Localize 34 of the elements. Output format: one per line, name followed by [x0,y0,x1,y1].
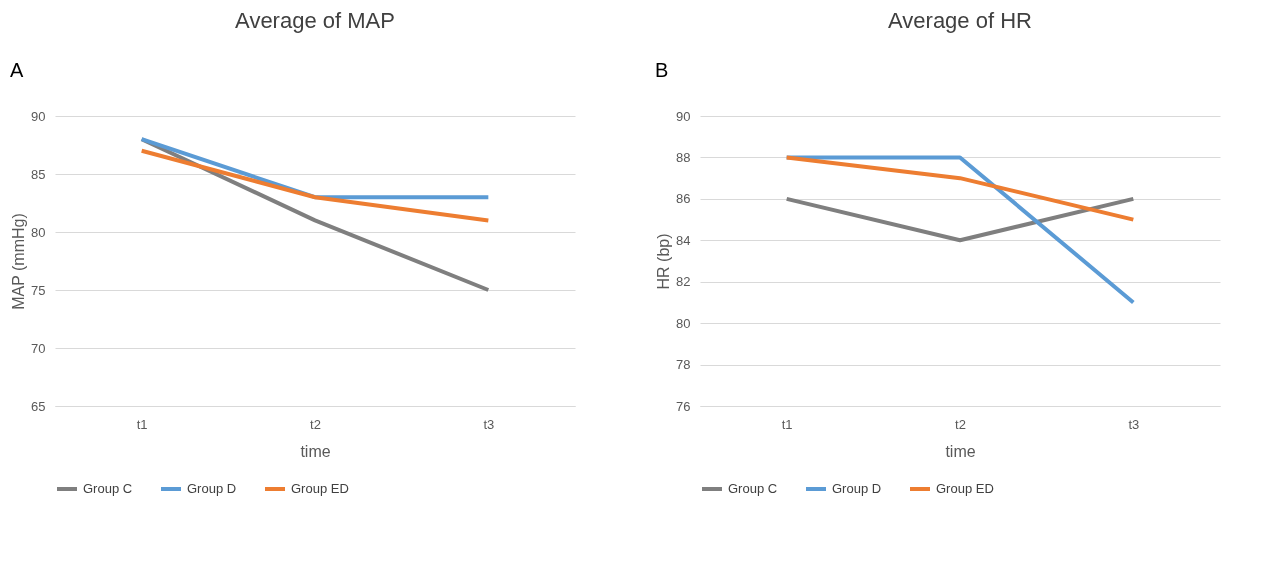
y-tick-label: 84 [676,232,691,248]
chart-title: Average of MAP [235,8,395,33]
y-axis-title: MAP (mmHg) [10,213,28,310]
chart-title: Average of HR [888,8,1032,33]
legend-label: Group D [187,481,237,496]
x-axis-title: time [945,442,976,460]
y-tick-label: 70 [31,340,46,356]
y-tick-label: 75 [31,282,46,298]
legend-label: Group D [832,481,882,496]
y-tick-label: 76 [676,398,691,414]
x-tick-label: t1 [136,416,148,432]
y-tick-label: 88 [676,149,691,165]
y-tick-label: 65 [31,398,46,414]
y-tick-label: 85 [31,166,46,182]
legend-label: Group ED [936,481,994,496]
x-tick-label: t3 [483,416,495,432]
y-axis-title: HR (bp) [655,233,673,290]
x-tick-label: t2 [310,416,321,432]
x-tick-label: t2 [955,416,966,432]
x-tick-label: t3 [1128,416,1140,432]
legend-label: Group C [728,481,778,496]
y-tick-label: 82 [676,274,691,290]
y-tick-label: 78 [676,357,691,373]
x-axis-title: time [300,442,331,460]
text: B [655,59,669,81]
y-tick-label: 80 [31,224,46,240]
y-tick-label: 80 [676,315,691,331]
y-tick-label: 86 [676,191,691,207]
x-tick-label: t1 [781,416,793,432]
text: A [10,59,24,81]
y-tick-label: 90 [31,108,46,124]
legend-label: Group ED [291,481,349,496]
y-tick-label: 90 [676,108,691,124]
legend-label: Group C [83,481,133,496]
